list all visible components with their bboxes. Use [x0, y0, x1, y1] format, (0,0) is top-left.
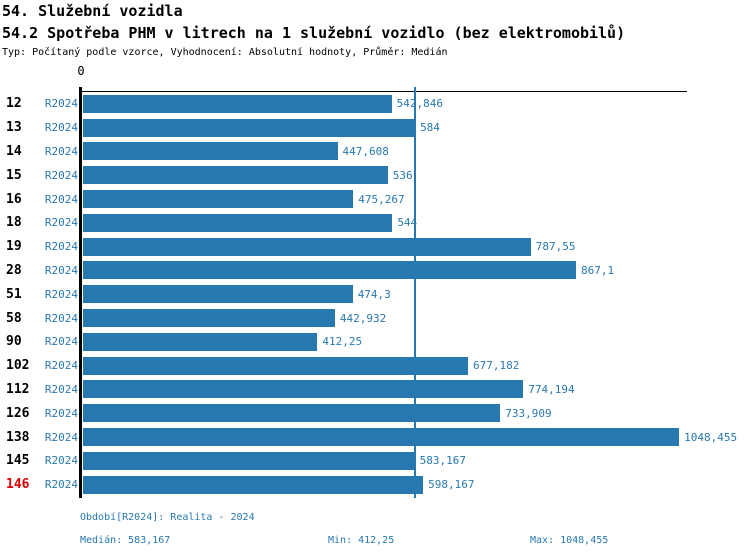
chart-row: 126 R2024 733,909: [0, 401, 750, 425]
bar-value-label: 536: [392, 168, 413, 182]
bar-chart: 12 R2024 542,846 13 R2024 584 14 R2024 447,608 15…: [0, 92, 750, 497]
row-period-label: R2024: [44, 454, 78, 468]
bar: [83, 285, 353, 304]
bar: [83, 356, 469, 375]
bar: [83, 142, 338, 161]
row-category-label: 16: [6, 191, 22, 207]
row-category-label: 90: [6, 334, 22, 350]
bar-value-label: 474,3: [357, 287, 391, 301]
bar: [83, 213, 393, 232]
chart-row: 16 R2024 475,267: [0, 187, 750, 211]
bar-value-label: 544: [397, 216, 418, 230]
median-line: [413, 87, 416, 498]
chart-row: 15 R2024 536: [0, 163, 750, 187]
row-period-label: R2024: [44, 121, 78, 135]
bar-value-label: 774,194: [528, 382, 575, 396]
row-period-label: R2024: [44, 359, 78, 373]
bar-value-label: 677,182: [473, 359, 520, 373]
bar-value-label: 412,25: [322, 335, 363, 349]
row-category-label: 14: [6, 143, 22, 159]
chart-row: 14 R2024 447,608: [0, 140, 750, 164]
chart-row: 58 R2024 442,932: [0, 306, 750, 330]
row-period-label: R2024: [44, 144, 78, 158]
row-period-label: R2024: [44, 406, 78, 420]
footer-period-label: Období[R2024]: Realita - 2024: [80, 512, 255, 523]
bar-value-label: 542,846: [396, 97, 444, 111]
row-period-label: R2024: [44, 168, 78, 182]
row-category-label: 138: [6, 429, 30, 445]
bar-value-label: 447,608: [342, 144, 389, 158]
chart-row: 145 R2024 583,167: [0, 449, 750, 473]
row-category-label: 19: [6, 239, 22, 255]
bar: [83, 428, 680, 447]
bar-value-label: 583,167: [419, 454, 466, 468]
row-period-label: R2024: [44, 335, 78, 349]
row-period-label: R2024: [44, 311, 78, 325]
row-period-label: R2024: [44, 382, 78, 396]
bar-value-label: 1048,455: [684, 430, 738, 444]
chart-row: 13 R2024 584: [0, 116, 750, 140]
bar: [83, 166, 388, 185]
row-category-label: 18: [6, 215, 22, 231]
chart-row: 51 R2024 474,3: [0, 282, 750, 306]
row-category-label: 102: [6, 358, 30, 374]
footer-max-label: Max: 1048,455: [530, 535, 609, 546]
bar-value-label: 733,909: [505, 406, 552, 420]
bar: [83, 309, 335, 328]
x-axis-line: [80, 91, 687, 92]
bar: [83, 451, 415, 470]
row-period-label: R2024: [44, 240, 78, 254]
bar: [83, 118, 416, 137]
bar: [83, 237, 531, 256]
bar-value-label: 584: [420, 121, 440, 135]
chart-subtitle: Typ: Počítaný podle vzorce, Vyhodnocení:…: [2, 47, 448, 58]
chart-row: 19 R2024 787,55: [0, 235, 750, 259]
row-period-label: R2024: [44, 97, 78, 111]
row-category-label: 51: [6, 286, 22, 302]
row-period-label: R2024: [44, 430, 78, 444]
row-period-label: R2024: [44, 287, 78, 301]
row-category-label: 145: [6, 453, 30, 469]
chart-row: 90 R2024 412,25: [0, 330, 750, 354]
row-category-label: 15: [6, 167, 22, 183]
chart-row: 28 R2024 867,1: [0, 259, 750, 283]
chart-title: 54.2 Spotřeba PHM v litrech na 1 služebn…: [2, 24, 626, 42]
footer-median-label: Medián: 583,167: [80, 535, 171, 546]
row-category-label: 12: [6, 96, 22, 112]
bar-value-label: 867,1: [581, 263, 615, 277]
row-period-label: R2024: [44, 478, 78, 492]
row-category-label: 126: [6, 405, 30, 421]
bar: [83, 475, 424, 494]
chart-row: 12 R2024 542,846: [0, 92, 750, 116]
bar-value-label: 787,55: [535, 240, 576, 254]
bar: [83, 190, 354, 209]
bar-value-label: 598,167: [428, 478, 475, 492]
y-axis-line: [79, 87, 82, 498]
bar: [83, 94, 392, 113]
bar-value-label: 442,932: [339, 311, 387, 325]
chart-row: 146 R2024 598,167: [0, 473, 750, 497]
report-title: 54. Služební vozidla: [2, 2, 183, 20]
row-period-label: R2024: [44, 216, 78, 230]
bar: [83, 332, 318, 351]
bar-value-label: 475,267: [358, 192, 405, 206]
bar: [83, 380, 524, 399]
bar: [83, 404, 501, 423]
axis-zero-label: 0: [77, 64, 85, 78]
footer-min-label: Min: 412,25: [328, 535, 395, 546]
row-category-label: 28: [6, 262, 22, 278]
row-category-label: 13: [6, 120, 22, 136]
row-period-label: R2024: [44, 192, 78, 206]
row-category-label: 58: [6, 310, 22, 326]
bar: [83, 261, 577, 280]
chart-row: 18 R2024 544: [0, 211, 750, 235]
chart-row: 138 R2024 1048,455: [0, 425, 750, 449]
row-category-label: 112: [6, 381, 30, 397]
chart-row: 112 R2024 774,194: [0, 378, 750, 402]
chart-row: 102 R2024 677,182: [0, 354, 750, 378]
row-period-label: R2024: [44, 263, 78, 277]
row-category-label: 146: [6, 477, 30, 493]
